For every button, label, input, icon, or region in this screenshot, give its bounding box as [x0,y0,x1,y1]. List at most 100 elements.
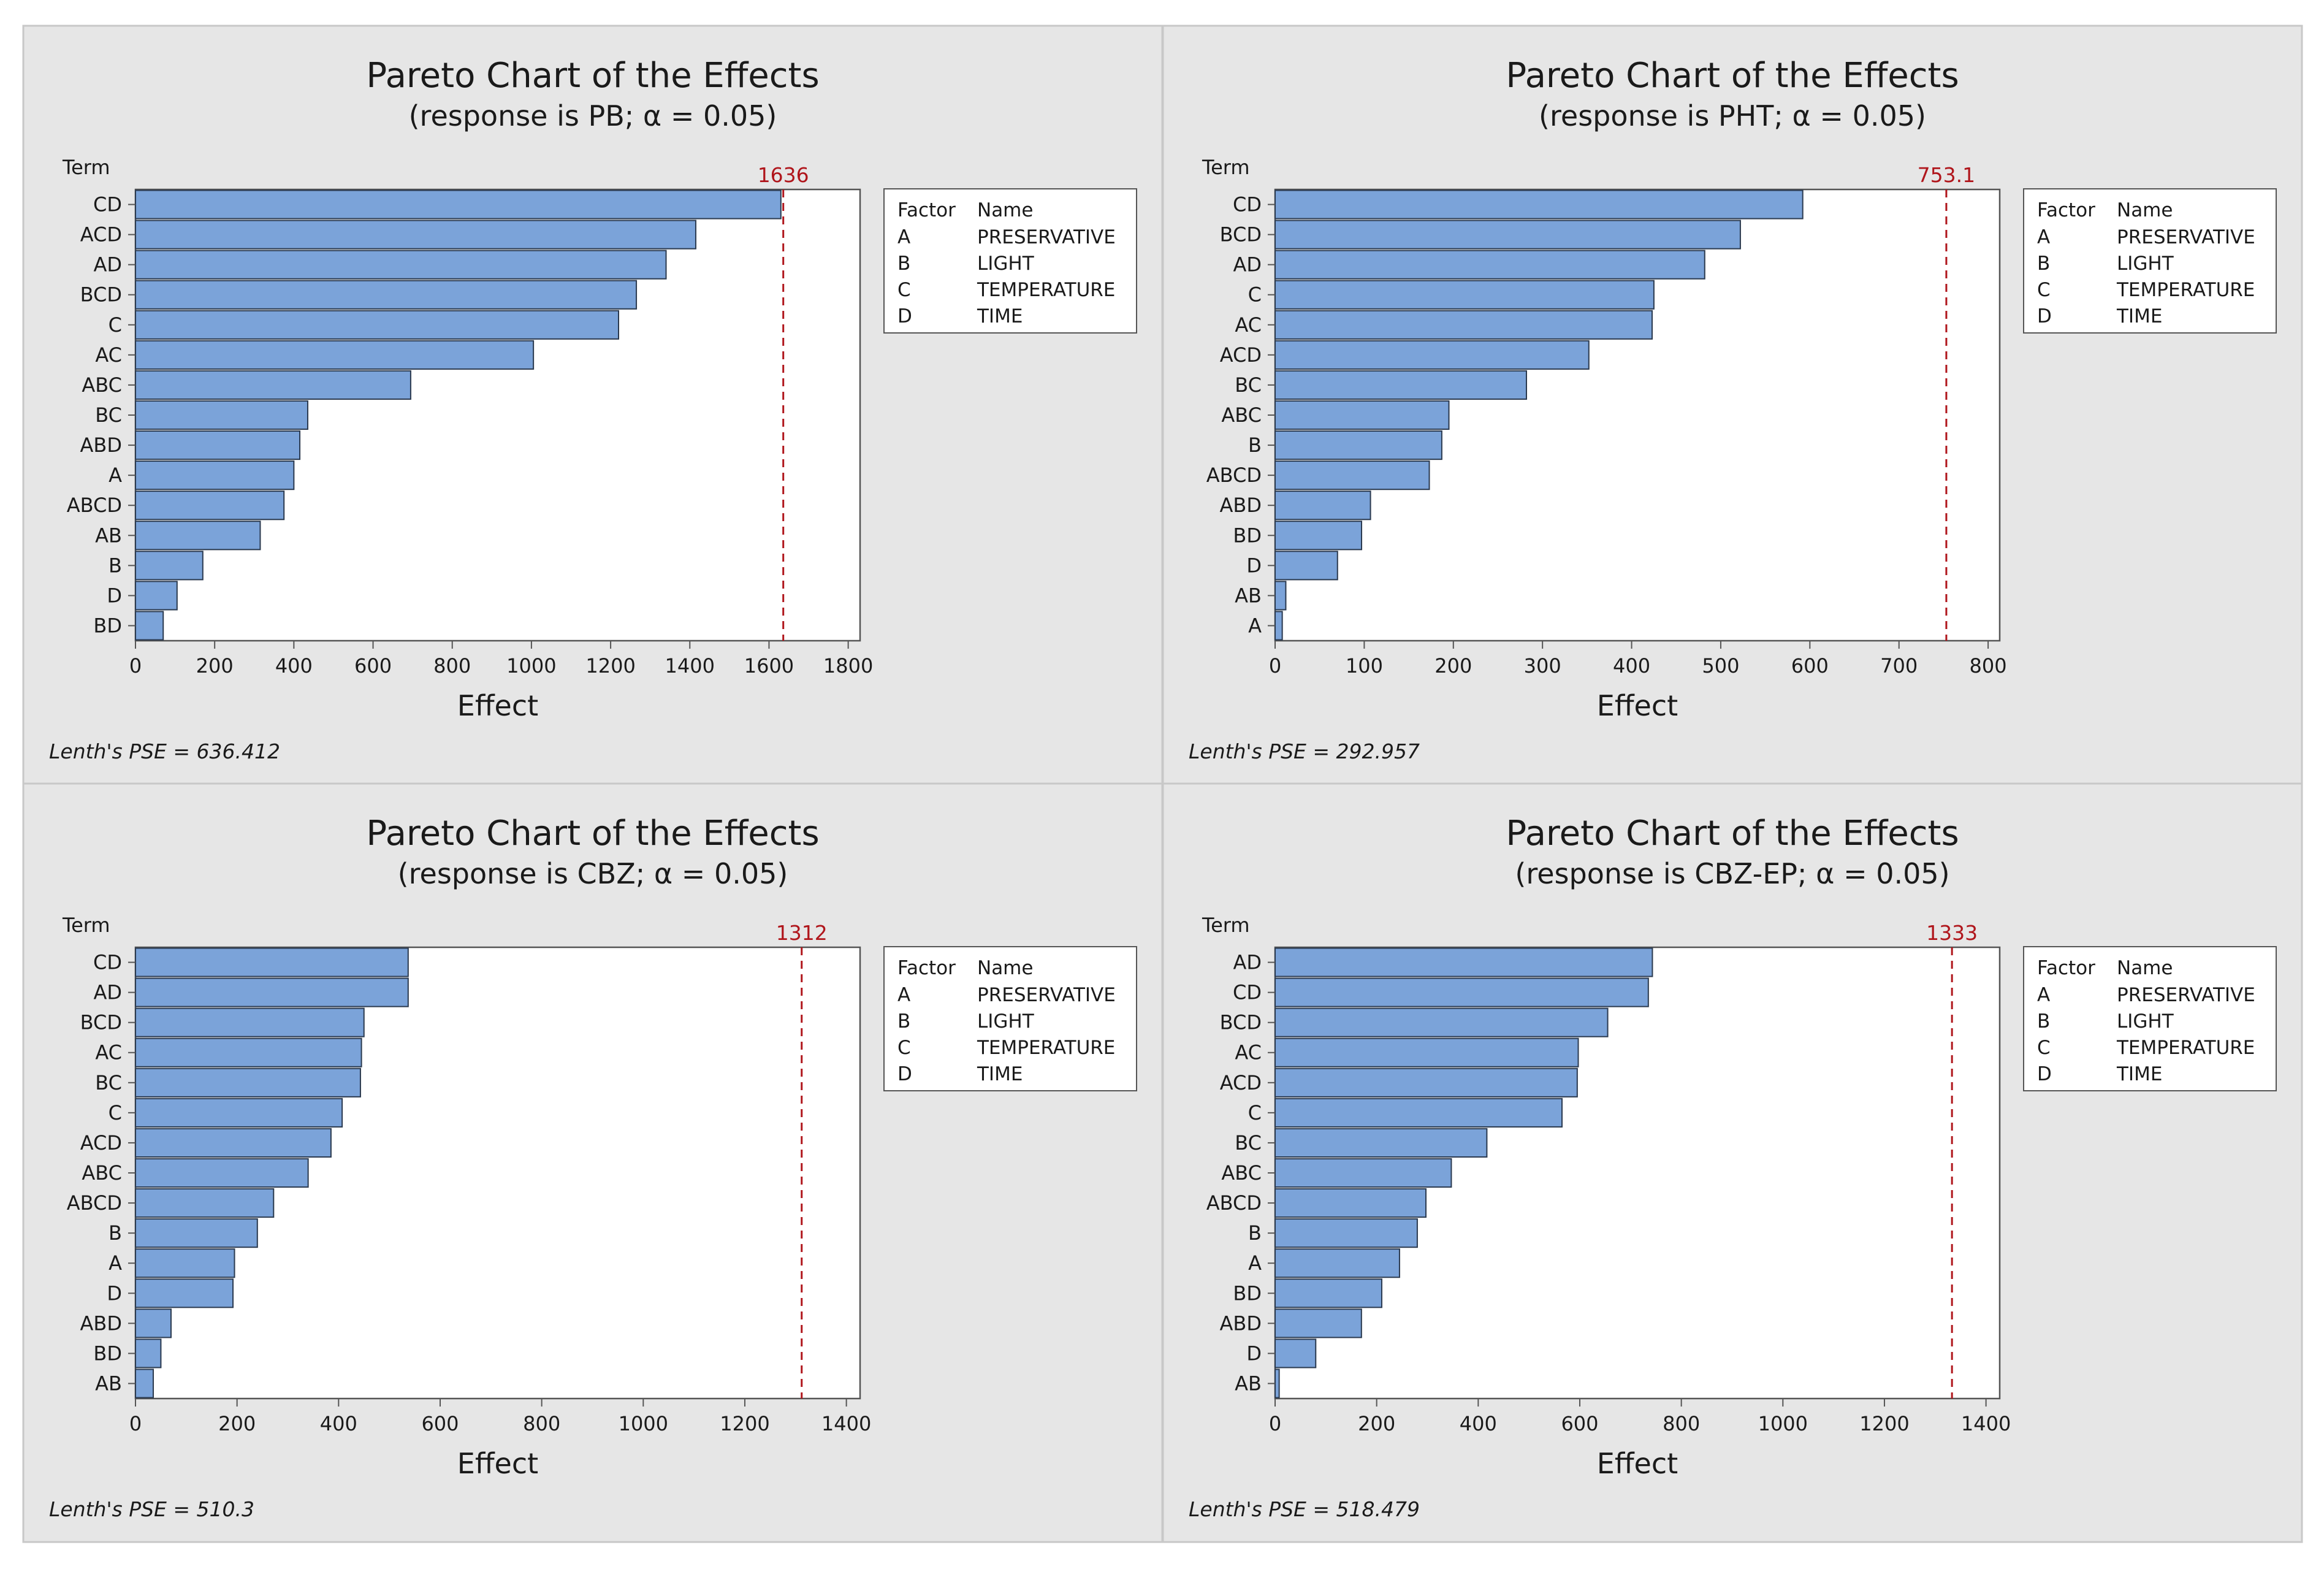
x-tick-label: 1000 [1758,1412,1808,1435]
bar-AD [1274,250,1705,280]
x-tick-label: 800 [1663,1412,1700,1435]
term-label-AC: AC [95,343,122,367]
bar-ABD [1274,491,1371,521]
legend-factor-code: C [2037,279,2051,301]
term-label-BCD: BCD [1220,1011,1262,1034]
lenth-pse-footnote: Lenth's PSE = 636.412 [49,739,280,763]
bar-ACD [135,220,696,250]
chart-subtitle: (response is PHT; α = 0.05) [1539,99,1926,132]
reference-value-label: 1333 [1926,921,1978,945]
bar-ABD [135,1308,172,1338]
bar-C [1274,1098,1563,1128]
term-label-A: A [1248,614,1262,637]
bar-ABCD [1274,1188,1427,1218]
x-axis-label: Effect [1597,1447,1678,1480]
x-tick-label: 1200 [1859,1412,1909,1435]
x-tick-label: 1200 [720,1412,769,1435]
x-tick-label: 400 [275,654,313,678]
term-label-AC: AC [95,1041,122,1064]
chart-panel-3: Pareto Chart of the Effects (response is … [22,782,1164,1543]
x-tick-label: 600 [354,654,392,678]
bar-BCD [1274,1007,1609,1037]
term-label-ABCD: ABCD [67,1191,122,1215]
bar-BD [1274,1278,1382,1308]
x-tick-label: 200 [1358,1412,1395,1435]
bar-ABC [135,1158,309,1188]
term-label-ABCD: ABCD [67,494,122,517]
chart-title: Pareto Chart of the Effects [366,814,819,853]
bar-AC [135,340,535,370]
legend-factor-code: D [897,305,912,327]
bar-AB [1274,581,1287,611]
legend-factor-name: LIGHT [2117,253,2174,275]
x-tick-label: 400 [320,1412,357,1435]
term-label-AD: AD [93,981,122,1004]
term-axis-label: Term [62,156,110,179]
term-label-ABC: ABC [1221,403,1262,427]
reference-value-label: 753.1 [1918,163,1975,187]
term-axis-label: Term [1202,914,1250,937]
legend-factor-code: B [2037,253,2050,275]
term-label-ABD: ABD [80,1311,122,1335]
legend-factor-name: TIME [2116,1063,2162,1085]
term-label-BC: BC [1235,1131,1262,1155]
chart-subtitle: (response is CBZ; α = 0.05) [398,857,788,890]
term-label-BCD: BCD [1220,223,1262,246]
legend-factor-code: C [897,279,911,301]
term-label-A: A [1248,1251,1262,1275]
x-tick-label: 700 [1880,654,1918,678]
legend-factor-code: B [897,1010,910,1033]
bar-D [135,1278,234,1308]
bar-BCD [135,1007,365,1037]
chart-title: Pareto Chart of the Effects [1506,814,1959,853]
term-label-AB: AB [1235,584,1262,607]
reference-value-label: 1636 [758,163,809,187]
x-tick-label: 100 [1346,654,1383,678]
term-label-D: D [1246,554,1262,577]
legend-factor-code: D [897,1063,912,1085]
bar-AC [1274,1037,1579,1067]
x-tick-label: 0 [1269,654,1281,678]
legend-factor-name: PRESERVATIVE [977,226,1116,248]
term-axis-label: Term [1202,156,1250,179]
bar-ABCD [135,1188,275,1218]
bar-BD [1274,521,1363,551]
term-label-ABCD: ABCD [1206,1191,1262,1215]
term-label-BD: BD [93,614,122,637]
term-label-C: C [109,1101,122,1124]
legend-factor-name: TIME [2116,305,2162,327]
term-axis-label: Term [62,914,110,937]
term-label-BCD: BCD [80,283,122,307]
bar-A [135,460,295,491]
legend-header-name: Name [2117,199,2173,221]
bar-CD [1274,977,1649,1007]
x-tick-label: 600 [1791,654,1829,678]
term-label-B: B [1248,1221,1262,1245]
term-label-C: C [1248,1101,1262,1124]
bar-A [1274,1248,1400,1278]
legend-factor-name: LIGHT [2117,1010,2174,1033]
legend-factor-name: PRESERVATIVE [977,984,1116,1006]
bar-A [1274,611,1283,641]
bar-B [1274,1218,1418,1248]
term-label-B: B [109,1221,122,1245]
bar-CD [135,189,782,220]
x-tick-label: 400 [1460,1412,1497,1435]
legend-factor-name: LIGHT [977,1010,1035,1033]
bar-ACD [1274,340,1590,370]
x-tick-label: 1200 [585,654,635,678]
x-tick-label: 800 [1970,654,2007,678]
bar-ACD [1274,1067,1578,1098]
bar-D [1274,551,1338,581]
term-label-B: B [109,554,122,577]
legend-factor-name: TIME [977,1063,1023,1085]
legend-header-name: Name [977,199,1033,221]
bar-BCD [1274,220,1741,250]
x-tick-label: 1400 [1961,1412,2011,1435]
legend-factor-name: TIME [977,305,1023,327]
legend-factor-code: A [897,984,910,1006]
x-tick-label: 1600 [744,654,794,678]
term-label-ABC: ABC [82,373,122,397]
x-tick-label: 600 [1561,1412,1598,1435]
legend-factor-name: PRESERVATIVE [2117,984,2255,1006]
